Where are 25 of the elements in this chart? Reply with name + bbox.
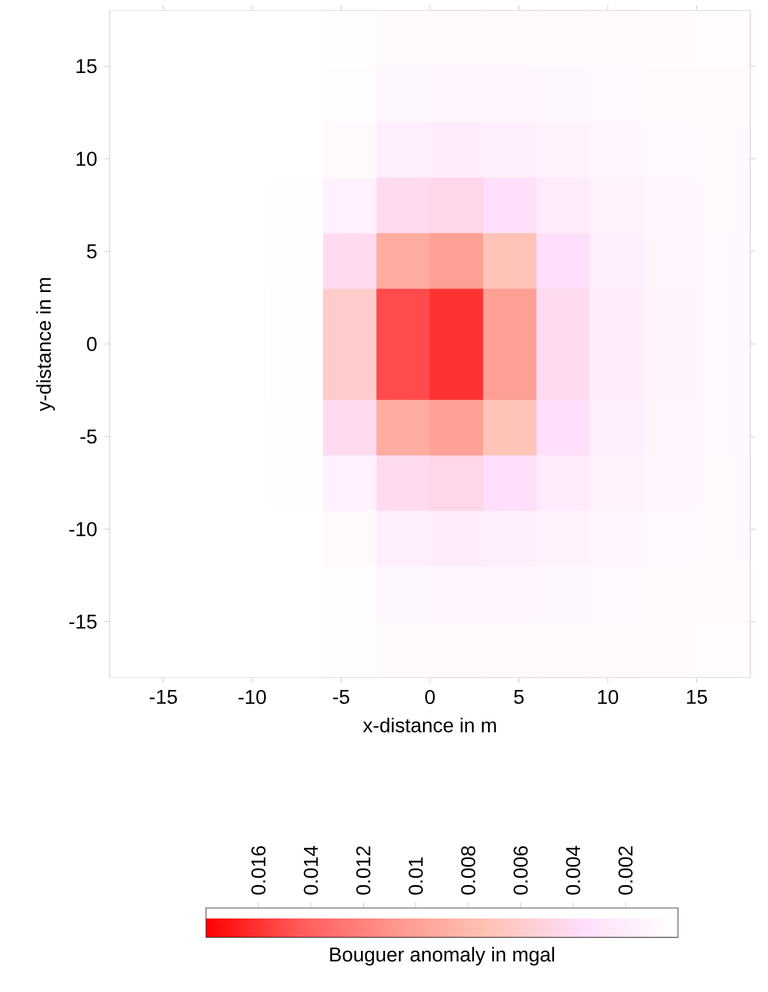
y-axis-title: y-distance in m xyxy=(36,278,55,412)
color-bar-label: 0.012 xyxy=(356,846,370,895)
x-tick-label: -10 xyxy=(238,690,266,704)
color-bar-label: 0.002 xyxy=(618,846,633,895)
x-tick-label: -5 xyxy=(333,690,350,704)
x-tick-label: 0 xyxy=(425,690,435,704)
y-tick-label: -15 xyxy=(69,614,97,629)
y-tick-label: 15 xyxy=(76,59,97,74)
color-bar-label: 0.004 xyxy=(566,846,580,895)
x-tick-label: -15 xyxy=(150,690,177,704)
x-axis-title: x-distance in m xyxy=(362,718,496,732)
y-tick-label: -10 xyxy=(69,522,97,536)
x-tick-label: 10 xyxy=(598,690,618,704)
color-bar-label: 0.01 xyxy=(408,857,423,895)
y-tick-label: 10 xyxy=(76,152,97,166)
color-bar-label: 0.008 xyxy=(461,846,476,895)
x-tick-label: 15 xyxy=(687,690,707,704)
x-tick-label: 5 xyxy=(514,690,524,704)
y-tick-label: -5 xyxy=(80,430,97,444)
y-tick-label: 5 xyxy=(87,244,97,258)
y-tick-label: 0 xyxy=(87,336,97,352)
color-bar-title: Bouguer anomaly in mgal xyxy=(330,946,554,966)
color-bar-label: 0.016 xyxy=(251,846,266,895)
color-bar-label: 0.006 xyxy=(514,846,528,895)
color-bar-label: 0.014 xyxy=(304,846,318,895)
